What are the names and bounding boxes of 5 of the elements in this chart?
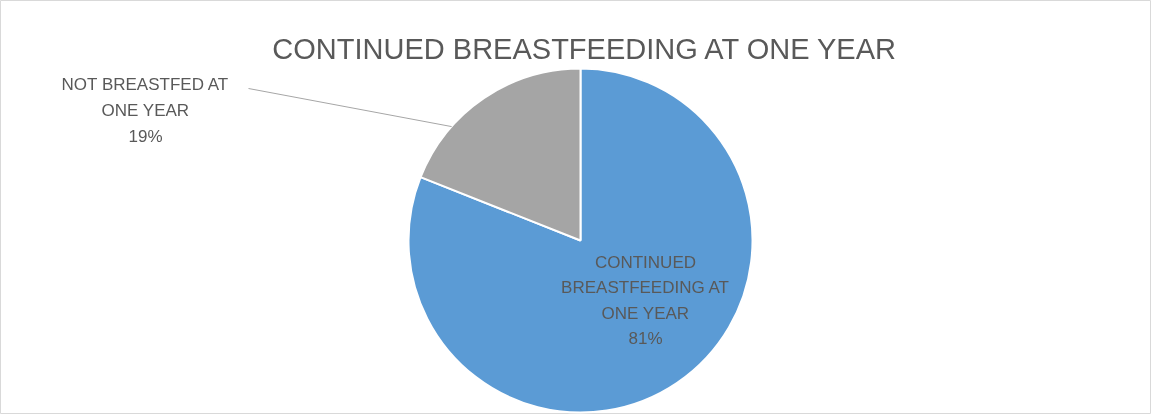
slice-label: NOT BREASTFED AT ONE YEAR xyxy=(61,75,229,120)
slice-label: CONTINUED BREASTFEEDING AT ONE YEAR xyxy=(561,252,729,323)
data-label: 19% xyxy=(128,126,163,146)
data-label: 81% xyxy=(628,329,663,349)
chart-title: CONTINUED BREASTFEEDING AT ONE YEAR xyxy=(272,32,896,65)
